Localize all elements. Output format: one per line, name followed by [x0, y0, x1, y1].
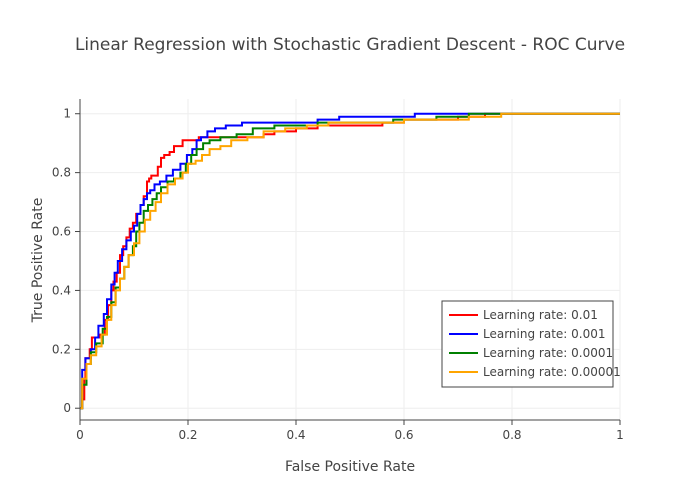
x-tick-label: 0.2 — [178, 428, 197, 442]
x-axis-title: False Positive Rate — [285, 459, 415, 475]
roc-series-line — [80, 112, 620, 410]
x-tick-label: 1 — [616, 428, 624, 442]
y-axis-title: True Positive Rate — [30, 198, 46, 324]
x-tick-label: 0.8 — [502, 428, 521, 442]
grid-layer — [80, 99, 621, 420]
x-axis-ticks: 0 0.2 0.4 0.6 0.8 1 — [76, 420, 624, 442]
y-axis-ticks: 0 0.2 0.4 0.6 0.8 1 — [52, 107, 80, 415]
chart-title: Linear Regression with Stochastic Gradie… — [75, 35, 625, 55]
legend: Learning rate: 0.01 Learning rate: 0.001 L… — [441, 300, 621, 388]
legend-label: Learning rate: 0.00001 — [483, 365, 621, 379]
y-tick-label: 0 — [63, 401, 71, 415]
series-layer — [80, 112, 620, 410]
y-tick-label: 0.4 — [52, 283, 71, 297]
x-tick-label: 0.6 — [394, 428, 413, 442]
x-tick-label: 0.4 — [286, 428, 305, 442]
y-tick-label: 0.2 — [52, 342, 71, 356]
y-tick-label: 0.6 — [52, 225, 71, 239]
legend-label: Learning rate: 0.0001 — [483, 346, 613, 360]
legend-label: Learning rate: 0.001 — [483, 327, 606, 341]
y-tick-label: 1 — [63, 107, 71, 121]
legend-label: Learning rate: 0.01 — [483, 308, 598, 322]
x-tick-label: 0 — [76, 428, 84, 442]
y-tick-label: 0.8 — [52, 166, 71, 180]
roc-series-line — [80, 112, 620, 410]
